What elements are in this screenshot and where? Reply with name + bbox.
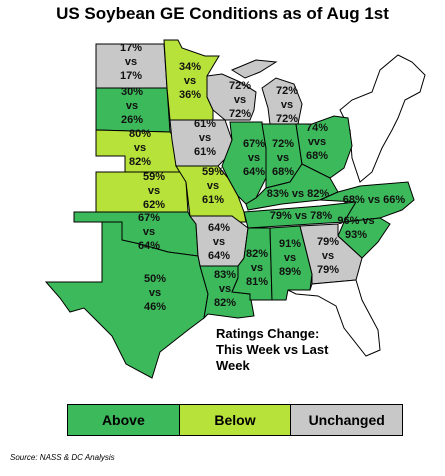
state-label-oh: 74%	[306, 122, 328, 134]
state-WI	[206, 73, 257, 121]
state-TX	[44, 221, 209, 379]
state-label-il: vs	[248, 152, 260, 164]
state-label-ia: vs	[199, 132, 211, 144]
state-label-wi: 72%	[229, 80, 251, 92]
map-title: US Soybean GE Conditions as of Aug 1st	[56, 4, 389, 23]
state-label-ar: vs	[213, 236, 225, 248]
state-label-mn: 34%	[179, 61, 201, 73]
state-label-wi: vs	[234, 94, 246, 106]
state-label-in: vs	[277, 152, 289, 164]
legend: Above Below Unchanged	[67, 404, 403, 436]
state-northeast-region	[339, 54, 426, 183]
state-labels: 17% vs 17% 30% vs 26% 34% vs 36% 80% vs 82% 59% vs 62%…	[120, 42, 405, 313]
state-label-ok: 67%	[138, 212, 160, 224]
state-label-ok: vs	[143, 226, 155, 238]
state-label-tx: 46%	[144, 301, 166, 313]
state-label-al: vs	[284, 252, 296, 264]
state-label-ga: vs	[322, 250, 334, 262]
state-label-ne: 80%	[129, 128, 151, 140]
source-note: Source: NASS & DC Analysis	[10, 453, 115, 462]
state-label-mi: 72%	[276, 113, 298, 125]
state-KY	[245, 163, 339, 211]
state-label-mo: 59%	[202, 166, 224, 178]
state-label-sd: vs	[126, 100, 138, 112]
state-label-tn: 79% vs 78%	[270, 210, 333, 222]
state-label-ms: 82%	[246, 248, 268, 260]
state-label-mo: vs	[207, 180, 219, 192]
state-label-ia: 61%	[194, 146, 216, 158]
state-label-ks: 59%	[143, 171, 165, 183]
state-label-il: 67%	[243, 138, 265, 150]
state-label-tx: vs	[149, 287, 161, 299]
state-label-ks: vs	[148, 185, 160, 197]
state-GA	[299, 223, 363, 285]
state-label-ga: 79%	[317, 236, 339, 248]
state-label-mi: 72%	[276, 85, 298, 97]
state-label-ky: 83% vs 82%	[267, 188, 330, 200]
legend-below: Below	[179, 405, 292, 435]
state-KS	[95, 171, 189, 213]
state-label-ia: 61%	[194, 118, 216, 130]
state-label-la: 83%	[214, 269, 236, 281]
state-label-mn: vs	[184, 75, 196, 87]
state-label-ga: 79%	[317, 264, 339, 276]
state-label-nd: vs	[125, 56, 137, 68]
state-label-il: 64%	[243, 166, 265, 178]
state-label-mo: 61%	[202, 194, 224, 206]
legend-above: Above	[68, 405, 180, 435]
state-label-sc: 96% vs	[337, 215, 374, 227]
state-NC	[319, 181, 415, 223]
state-label-ks: 62%	[143, 199, 165, 211]
state-label-ok: 64%	[138, 240, 160, 252]
state-MI	[230, 59, 303, 125]
state-label-mi: vs	[281, 99, 293, 111]
state-label-sd: 30%	[121, 86, 143, 98]
state-FL	[287, 279, 381, 357]
note-line: Ratings Change:	[216, 326, 320, 341]
state-label-mn: 36%	[179, 89, 201, 101]
state-label-oh: 68%	[306, 150, 328, 162]
state-label-ar: 64%	[208, 250, 230, 262]
state-label-al: 89%	[279, 266, 301, 278]
state-label-ne: 82%	[129, 156, 151, 168]
state-label-oh: vvs	[308, 136, 326, 148]
state-label-sc: 93%	[345, 229, 367, 241]
state-label-in: 72%	[272, 138, 294, 150]
state-label-nd: 17%	[120, 42, 142, 54]
state-label-nd: 17%	[120, 70, 142, 82]
note-line: Week	[216, 358, 250, 373]
state-label-la: 82%	[214, 297, 236, 309]
state-label-wi: 72%	[229, 108, 251, 120]
state-label-ne: vs	[134, 142, 146, 154]
state-label-nc: 68% vs 66%	[343, 194, 406, 206]
state-label-ar: 64%	[208, 222, 230, 234]
note-line: This Week vs Last	[216, 342, 329, 357]
state-label-in: 68%	[272, 166, 294, 178]
legend-unchanged: Unchanged	[291, 405, 403, 435]
state-label-ms: 81%	[246, 276, 268, 288]
state-label-ms: vs	[251, 262, 263, 274]
ratings-change-note: Ratings Change: This Week vs Last Week	[216, 326, 386, 374]
state-label-tx: 50%	[144, 273, 166, 285]
state-label-al: 91%	[279, 238, 301, 250]
state-label-sd: 26%	[121, 114, 143, 126]
state-IA	[169, 119, 233, 167]
state-label-la: vs	[219, 283, 231, 295]
